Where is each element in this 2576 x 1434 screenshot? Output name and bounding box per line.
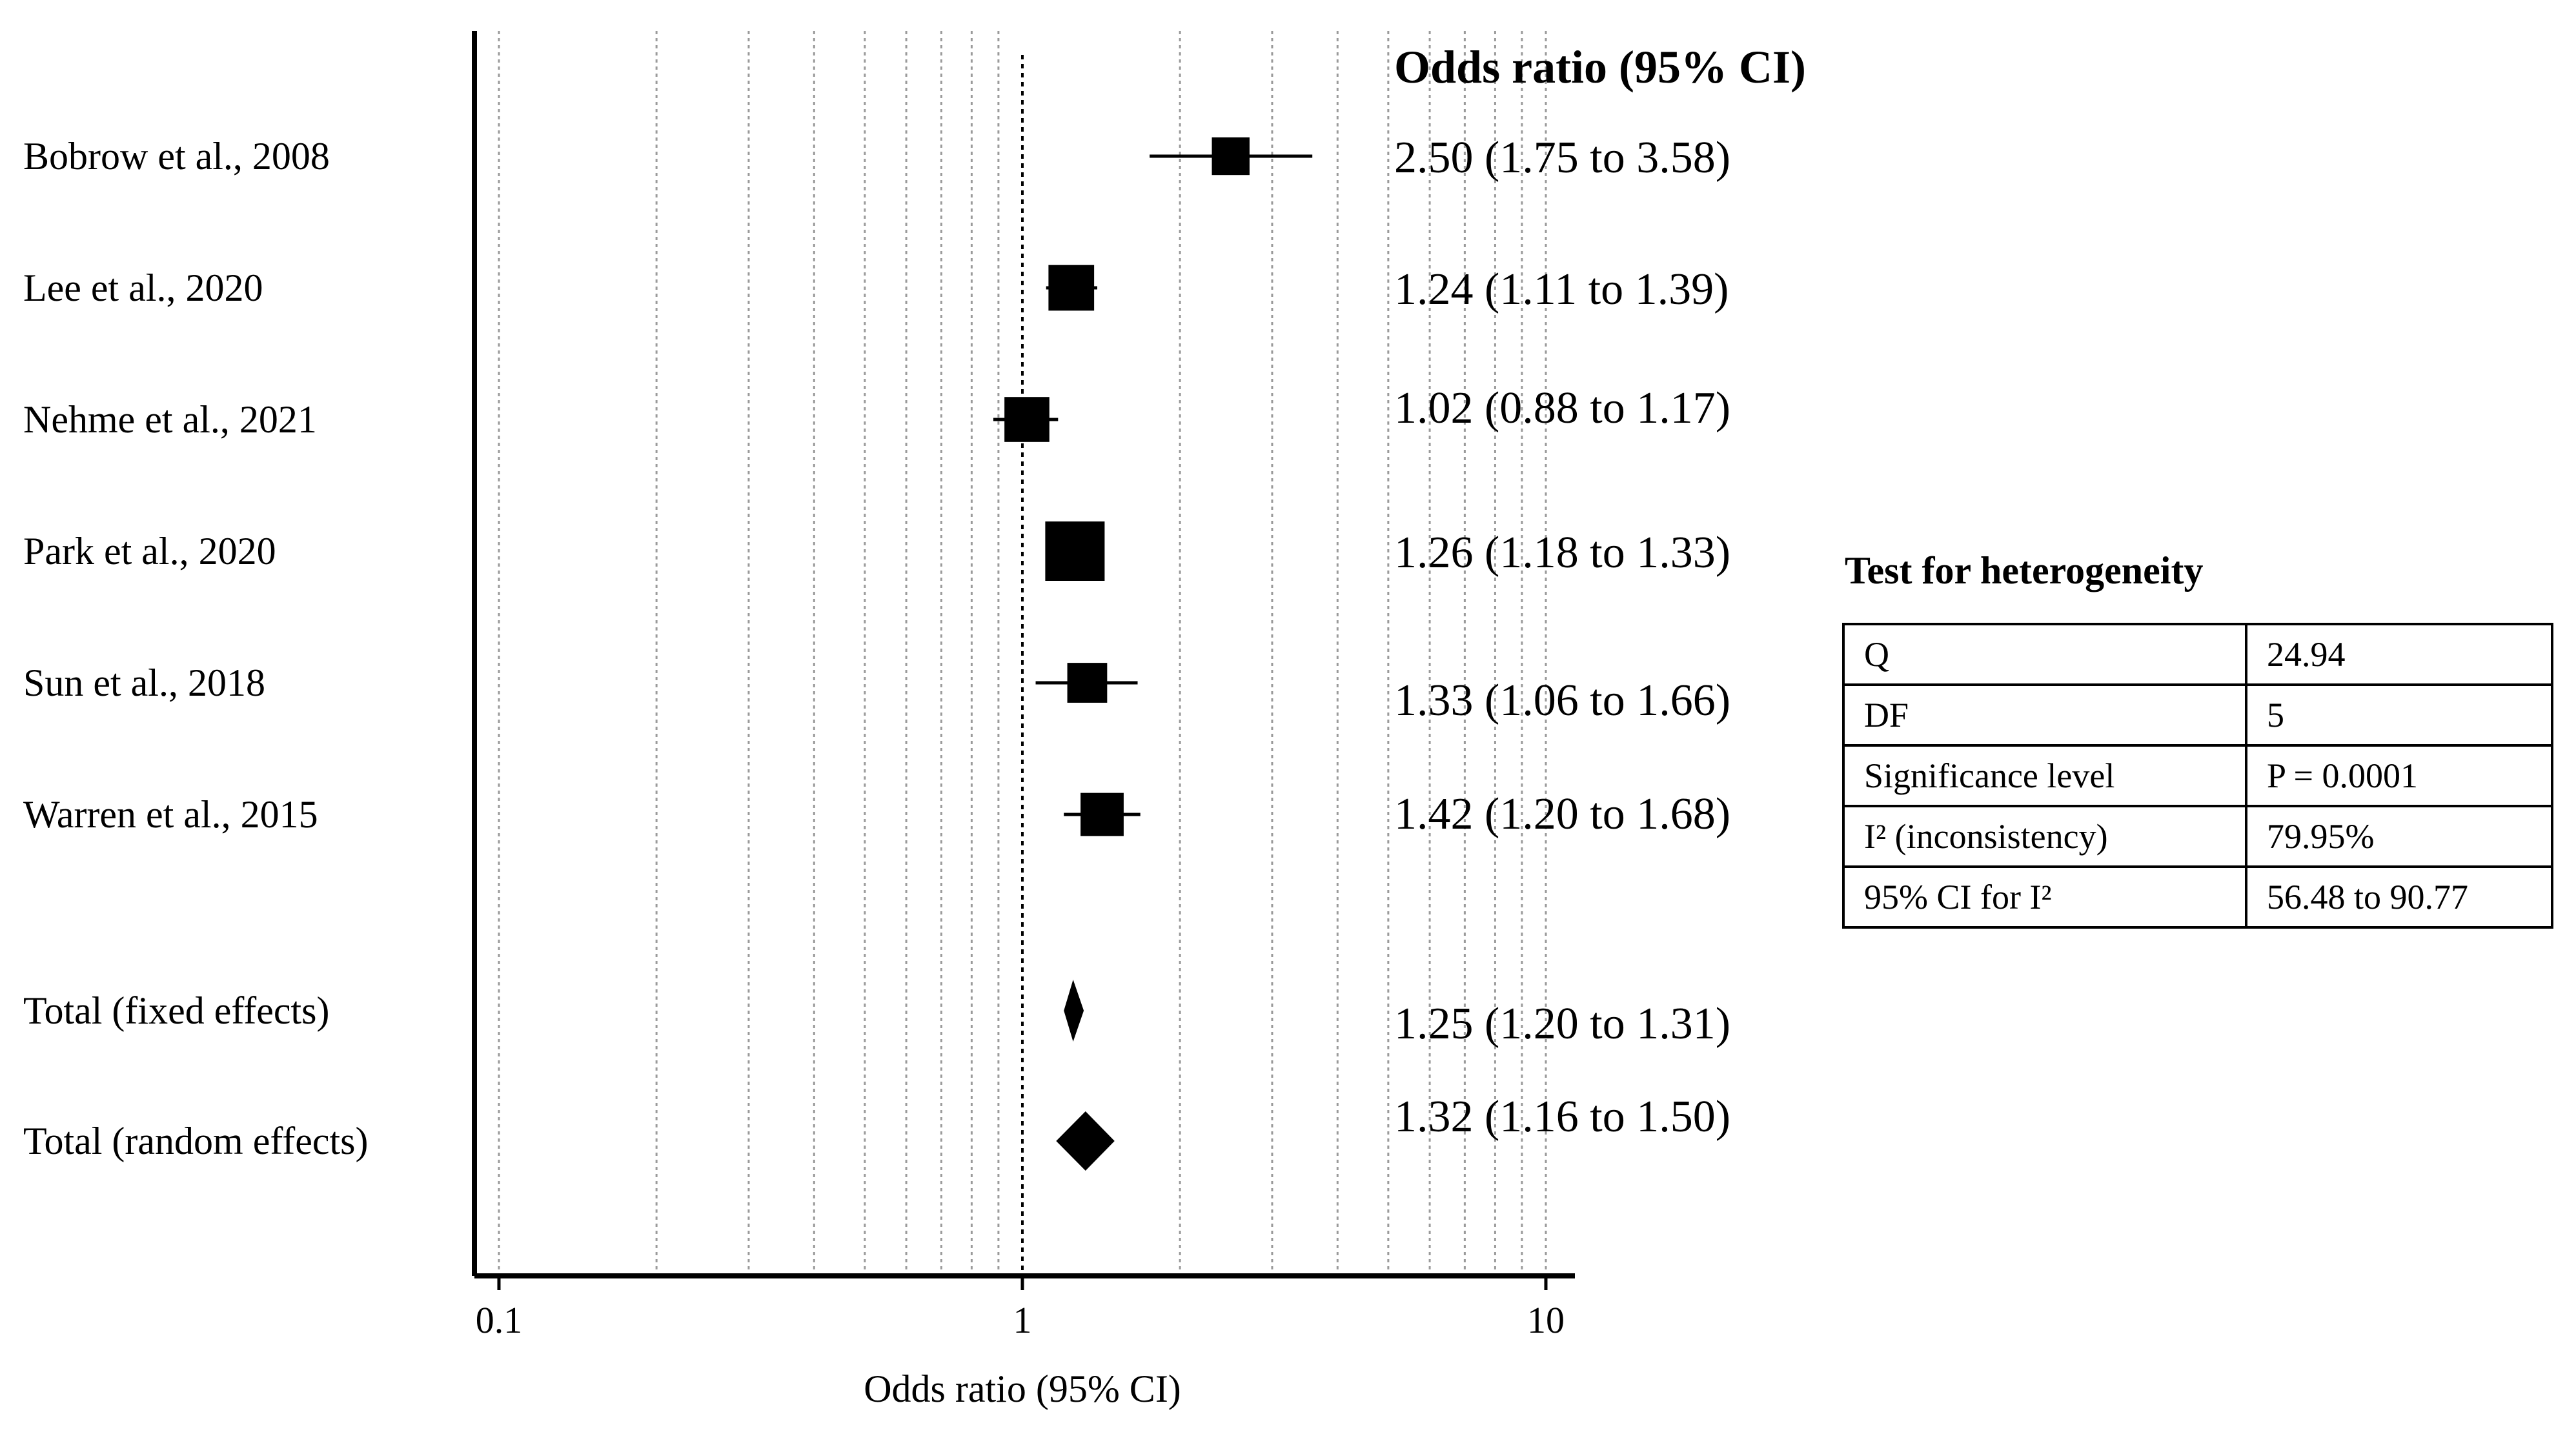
- het-key: 95% CI for I²: [1842, 865, 2247, 929]
- ci-value: 1.26 (1.18 to 1.33): [1394, 528, 1730, 578]
- het-row-significance: Significance level P = 0.0001: [1842, 744, 2553, 807]
- pooled-diamond: [1056, 1111, 1115, 1171]
- x-tick-label: 1: [1013, 1299, 1032, 1341]
- het-value: 79.95%: [2245, 805, 2553, 868]
- het-value: 5: [2245, 683, 2553, 747]
- heterogeneity-title: Test for heterogeneity: [1845, 549, 2204, 592]
- total-label: Total (random effects): [23, 1120, 368, 1162]
- ci-value: 2.50 (1.75 to 3.58): [1394, 133, 1730, 183]
- total-label: Total (fixed effects): [23, 989, 329, 1032]
- pooled-diamond: [1064, 980, 1084, 1042]
- heterogeneity-table: Q 24.94 DF 5 Significance level P = 0.00…: [1842, 623, 2553, 929]
- het-key: Q: [1842, 623, 2247, 686]
- ci-value: 1.25 (1.20 to 1.31): [1394, 999, 1730, 1049]
- effect-square: [1048, 265, 1095, 311]
- study-label: Bobrow et al., 2008: [23, 135, 330, 177]
- ci-column-header: Odds ratio (95% CI): [1394, 41, 1806, 93]
- het-key: Significance level: [1842, 744, 2247, 807]
- ci-value: 1.42 (1.20 to 1.68): [1394, 789, 1730, 839]
- study-label: Warren et al., 2015: [23, 793, 318, 836]
- study-label: Sun et al., 2018: [23, 661, 265, 704]
- het-value: P = 0.0001: [2245, 744, 2553, 807]
- x-tick-label: 0.1: [476, 1299, 523, 1341]
- het-value: 24.94: [2245, 623, 2553, 686]
- effect-square: [1080, 793, 1124, 836]
- study-label: Nehme et al., 2021: [23, 398, 317, 441]
- effect-square: [1045, 521, 1105, 581]
- het-key: I² (inconsistency): [1842, 805, 2247, 868]
- effect-square: [1212, 137, 1250, 176]
- ci-value: 1.24 (1.11 to 1.39): [1394, 265, 1729, 314]
- het-row-i2-ci: 95% CI for I² 56.48 to 90.77: [1842, 865, 2553, 929]
- het-row-i2: I² (inconsistency) 79.95%: [1842, 805, 2553, 868]
- effect-square: [1004, 397, 1050, 442]
- study-label: Lee et al., 2020: [23, 267, 263, 309]
- x-tick-label: 10: [1527, 1299, 1565, 1341]
- het-key: DF: [1842, 683, 2247, 747]
- study-label: Park et al., 2020: [23, 530, 276, 572]
- het-row-q: Q 24.94: [1842, 623, 2553, 686]
- ci-value: 1.33 (1.06 to 1.66): [1394, 676, 1730, 725]
- ci-value: 1.02 (0.88 to 1.17): [1394, 383, 1730, 433]
- x-axis-title: Odds ratio (95% CI): [864, 1368, 1181, 1410]
- ci-value: 1.32 (1.16 to 1.50): [1394, 1092, 1730, 1142]
- het-value: 56.48 to 90.77: [2245, 865, 2553, 929]
- het-row-df: DF 5: [1842, 683, 2553, 747]
- effect-square: [1067, 663, 1108, 703]
